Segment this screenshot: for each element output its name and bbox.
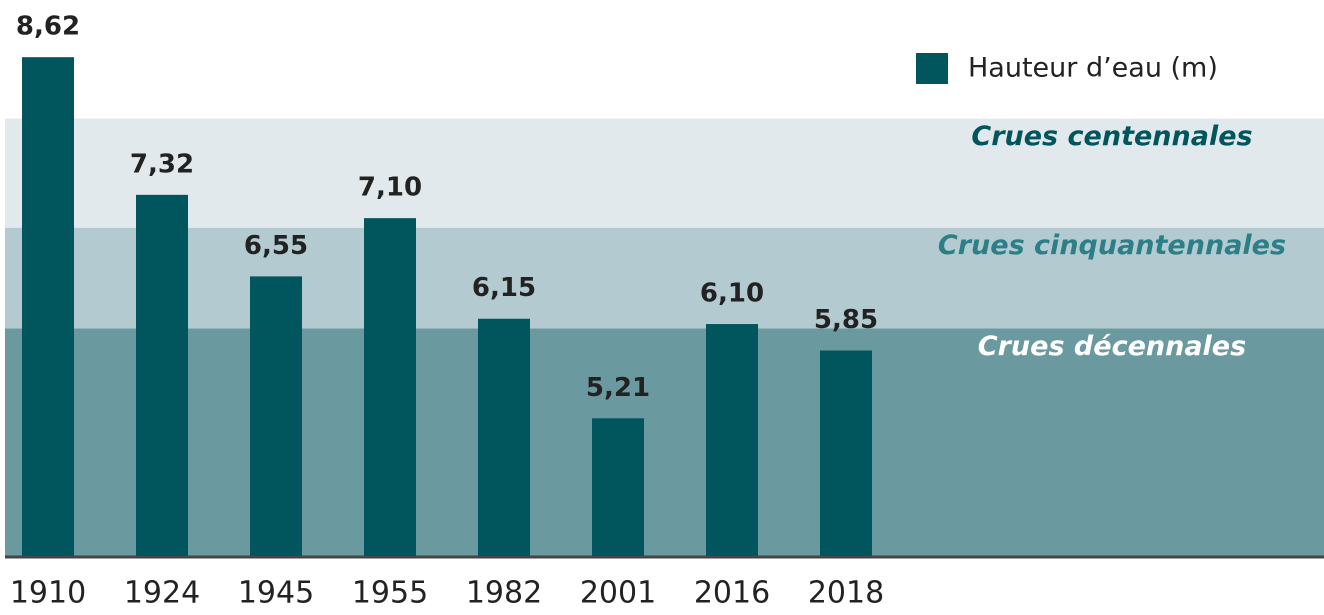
- bar: [706, 324, 758, 557]
- x-tick-label: 2001: [580, 576, 656, 611]
- value-label: 5,21: [586, 373, 650, 403]
- value-label: 8,62: [16, 12, 80, 42]
- zone-band: [5, 227, 1324, 329]
- zone-label: Crues centennales: [971, 121, 1252, 152]
- value-label: 7,10: [358, 173, 422, 203]
- bar: [364, 218, 416, 557]
- value-label: 6,15: [472, 273, 536, 303]
- bar: [250, 276, 302, 557]
- zone-band: [5, 118, 1324, 228]
- legend-swatch: [916, 53, 948, 84]
- bar: [820, 350, 872, 557]
- x-tick-label: 2016: [694, 576, 770, 611]
- value-label: 6,10: [700, 279, 764, 309]
- zone-label: Crues cinquantennales: [938, 230, 1286, 261]
- x-tick-label: 1955: [352, 576, 428, 611]
- zone-label: Crues décennales: [978, 331, 1246, 362]
- bar: [136, 194, 188, 557]
- value-label: 5,85: [814, 305, 878, 335]
- value-label: 7,32: [130, 149, 194, 179]
- zone-band: [5, 328, 1324, 557]
- x-tick-label: 1945: [238, 576, 314, 611]
- legend-label: Hauteur d’eau (m): [968, 53, 1218, 84]
- value-label: 6,55: [244, 231, 308, 261]
- x-tick-label: 1910: [10, 576, 86, 611]
- bar: [22, 57, 74, 558]
- bar: [592, 418, 644, 557]
- x-tick-label: 1924: [124, 576, 200, 611]
- bar: [478, 318, 530, 557]
- x-tick-label: 2018: [808, 576, 884, 611]
- x-tick-label: 1982: [466, 576, 542, 611]
